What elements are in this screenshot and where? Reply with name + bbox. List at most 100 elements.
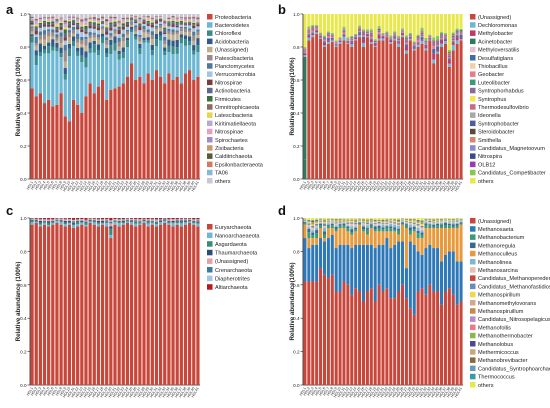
bar-segment [307,34,311,36]
bar-segment [385,220,389,221]
bar-segment [397,222,401,224]
bar-segment [67,56,72,122]
bar-segment [71,99,76,179]
bar-segment [163,20,167,22]
y-tick-label: 0.6 [293,78,300,83]
bar-segment [154,220,159,222]
legend-swatch [207,63,213,69]
bar-segment [42,30,47,35]
x-tick-label: HDL34 [162,180,171,192]
bar-segment [129,21,134,23]
bar-segment [42,14,47,17]
bar-segment [67,220,72,221]
bar-segment [330,218,334,219]
bar-segment [447,52,451,55]
bar-segment [134,221,138,222]
bar-segment [443,43,447,180]
bar-segment [459,32,463,34]
bar-segment [183,35,188,40]
bar-segment [420,223,424,226]
bar-segment [175,20,179,22]
bar-segment [71,36,76,42]
bar-segment [311,220,315,221]
bar-segment [404,225,408,229]
bar-segment [171,35,175,41]
bar-segment [315,219,319,221]
bar-segment [369,36,373,39]
bar-segment [404,14,408,36]
bar-segment [171,46,175,55]
bar-segment [30,218,34,219]
bar-segment [63,219,67,220]
bar-segment [121,224,125,385]
bar-segment [322,39,326,41]
bar-segment [361,31,366,33]
bar-segment [330,39,334,41]
bar-segment [150,222,154,225]
bar-segment [51,24,55,27]
bar-segment [424,223,428,226]
bar-segment [179,24,183,27]
bar-segment [346,225,350,227]
bar-segment [385,225,389,227]
bar-segment [311,27,315,29]
bar-segment [196,76,200,179]
bar-segment [142,18,146,20]
bar-segment [100,219,105,221]
bar-segment [80,62,84,113]
bar-segment [397,38,401,39]
bar-segment [154,16,159,18]
bar-segment [113,220,117,223]
x-tick-label: HDL13 [75,386,84,398]
legend-swatch [207,241,213,247]
bar-segment [346,42,350,44]
bar-segment [55,19,59,21]
bar-segment [303,51,307,53]
bar-segment [150,80,154,179]
bar-segment [63,29,67,34]
bar-segment [163,25,167,27]
bar-segment [381,36,385,39]
bar-segment [150,220,154,222]
bar-segment [397,230,401,235]
bar-segment [80,221,84,223]
bar-segment [51,17,55,19]
bar-segment [420,32,424,34]
bar-segment [76,21,80,23]
bar-segment [393,32,397,34]
bar-segment [121,21,125,24]
bar-segment [342,225,346,229]
bar-segment [408,37,412,39]
legend-swatch [207,87,213,94]
legend-label: Geobacter [478,72,504,78]
bar-segment [354,222,358,225]
bar-segment [67,32,72,38]
x-tick-label: HDL27 [133,386,142,398]
bar-segment [134,34,138,37]
bar-segment [84,36,88,40]
bar-segment [51,17,55,18]
bar-segment [47,14,51,17]
bar-segment [326,218,330,220]
bar-segment [96,55,101,87]
bar-segment [71,220,76,222]
bar-segment [315,220,319,222]
bar-segment [96,218,101,219]
bar-segment [432,291,436,385]
bar-segment [55,22,59,24]
legend-label: others [215,179,231,185]
x-tick-label: HDL36 [434,180,443,192]
bar-segment [196,17,200,18]
bar-segment [34,50,38,56]
legend-swatch [470,308,476,314]
bar-segment [397,37,401,38]
bar-segment [51,222,55,225]
bar-segment [150,20,154,22]
legend-swatch [470,38,476,45]
bar-segment [179,22,183,24]
bar-segment [105,31,109,35]
legend-swatch [207,275,213,282]
bar-segment [100,20,105,22]
bar-segment [443,291,447,385]
bar-segment [358,35,362,38]
